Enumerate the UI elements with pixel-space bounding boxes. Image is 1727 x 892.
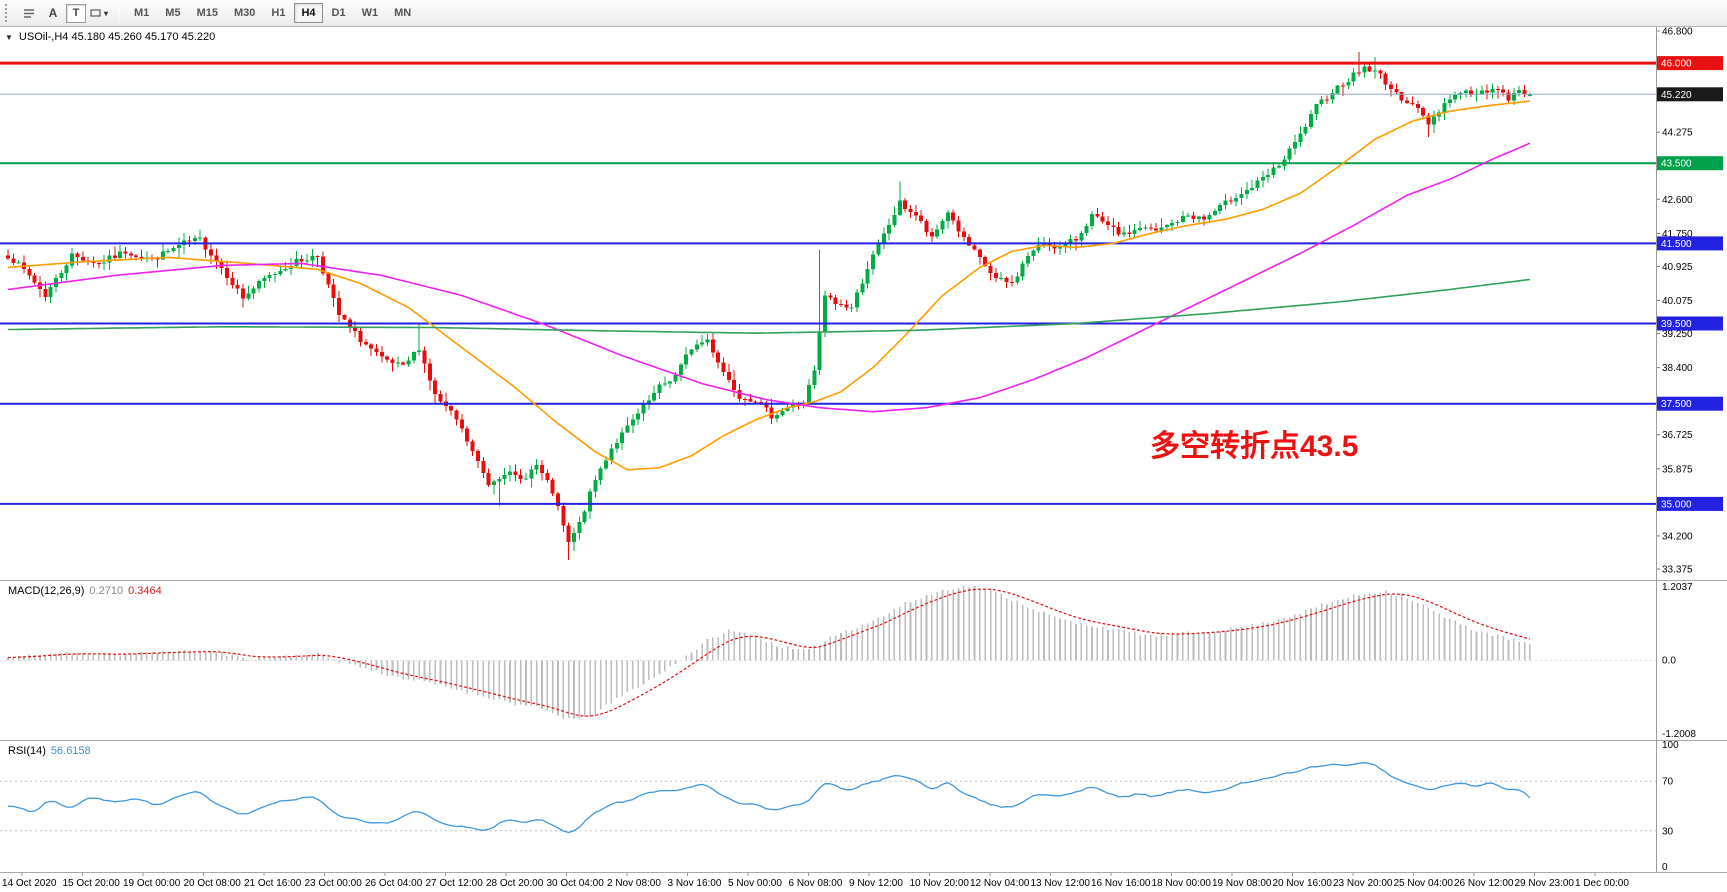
svg-text:42.600: 42.600: [1662, 195, 1693, 206]
svg-text:100: 100: [1662, 740, 1679, 751]
svg-text:28 Oct 20:00: 28 Oct 20:00: [486, 878, 544, 889]
svg-text:40.075: 40.075: [1662, 296, 1693, 307]
svg-text:-1.2008: -1.2008: [1662, 729, 1696, 740]
timeframe-m15-button[interactable]: M15: [190, 3, 225, 23]
svg-text:1.2037: 1.2037: [1662, 582, 1693, 593]
svg-text:45.220: 45.220: [1661, 90, 1692, 101]
chart-title: ▼ USOil-,H4 45.180 45.260 45.170 45.220: [5, 31, 215, 43]
time-axis[interactable]: 14 Oct 2020 15 Oct 20:00 19 Oct 00:00 20 Oc…: [2, 873, 1629, 889]
svg-text:41.500: 41.500: [1661, 239, 1692, 250]
svg-text:12 Nov 04:00: 12 Nov 04:00: [970, 878, 1030, 889]
macd-histogram: [0, 585, 1656, 720]
svg-text:26 Nov 12:00: 26 Nov 12:00: [1454, 878, 1514, 889]
panel-borders: [0, 27, 1727, 873]
top-toolbar: A T ▾ M1 M5 M15 M30 H1 H4 D1 W1 MN: [0, 0, 1727, 27]
chart-menu-arrow-icon[interactable]: ▼: [5, 32, 13, 42]
svg-text:39.500: 39.500: [1661, 319, 1692, 330]
ma-line-mid-ma: [7, 142, 1531, 413]
timeframe-m5-button[interactable]: M5: [158, 3, 187, 23]
svg-text:6 Nov 08:00: 6 Nov 08:00: [789, 878, 843, 889]
dropdown-caret-icon: ▾: [103, 8, 108, 18]
svg-text:19 Oct 00:00: 19 Oct 00:00: [123, 878, 181, 889]
svg-text:33.375: 33.375: [1662, 565, 1693, 576]
timeframe-h1-button[interactable]: H1: [264, 3, 292, 23]
svg-text:23 Nov 20:00: 23 Nov 20:00: [1333, 878, 1393, 889]
svg-text:0.0: 0.0: [1662, 656, 1676, 667]
svg-text:39.250: 39.250: [1662, 329, 1693, 340]
svg-text:14 Oct 2020: 14 Oct 2020: [2, 878, 57, 889]
ma-line-slow-ma: [8, 278, 1530, 335]
lines-icon: [24, 8, 34, 18]
svg-text:20 Oct 08:00: 20 Oct 08:00: [184, 878, 242, 889]
svg-text:41.750: 41.750: [1662, 229, 1693, 240]
svg-text:35.000: 35.000: [1661, 499, 1692, 510]
rsi-name: RSI(14): [8, 745, 46, 757]
timeframe-m30-button[interactable]: M30: [227, 3, 262, 23]
candlestick-series: [6, 51, 1532, 560]
svg-text:25 Nov 04:00: 25 Nov 04:00: [1394, 878, 1454, 889]
rsi-panel: [0, 780, 1656, 832]
chart-annotation-text[interactable]: 多空转折点43.5: [1150, 430, 1359, 463]
svg-text:36.725: 36.725: [1662, 430, 1693, 441]
svg-text:37.500: 37.500: [1661, 399, 1692, 410]
svg-text:30: 30: [1662, 826, 1674, 837]
rsi-line: [7, 762, 1531, 834]
line-studies-tool-button[interactable]: [18, 3, 40, 24]
svg-text:43.500: 43.500: [1661, 159, 1692, 170]
timeframe-w1-button[interactable]: W1: [355, 3, 386, 23]
svg-text:34.200: 34.200: [1662, 531, 1693, 542]
macd-name: MACD(12,26,9): [8, 585, 85, 597]
rsi-scale[interactable]: 100 70 30 0: [1662, 740, 1679, 873]
toolbar-separator: [118, 4, 119, 22]
svg-text:9 Nov 12:00: 9 Nov 12:00: [849, 878, 903, 889]
rsi-value: 56.6158: [50, 745, 91, 757]
macd-signal-line: [7, 588, 1531, 717]
svg-text:3 Nov 16:00: 3 Nov 16:00: [668, 878, 722, 889]
timeframe-h4-button[interactable]: H4: [294, 3, 323, 23]
timeframe-m1-button[interactable]: M1: [127, 3, 156, 23]
svg-text:44.275: 44.275: [1662, 128, 1693, 139]
svg-text:29 Nov 23:00: 29 Nov 23:00: [1515, 878, 1575, 889]
svg-text:46.800: 46.800: [1662, 27, 1693, 38]
svg-text:5 Nov 00:00: 5 Nov 00:00: [728, 878, 782, 889]
svg-text:2 Nov 08:00: 2 Nov 08:00: [607, 878, 661, 889]
macd-signal-value: 0.3464: [128, 585, 162, 597]
svg-text:15 Oct 20:00: 15 Oct 20:00: [63, 878, 121, 889]
timeframe-mn-button[interactable]: MN: [387, 3, 418, 23]
text-label-tool-button[interactable]: A: [42, 3, 64, 24]
svg-text:10 Nov 20:00: 10 Nov 20:00: [910, 878, 970, 889]
symbol-ohlc-label: USOil-,H4 45.180 45.260 45.170 45.220: [18, 31, 216, 43]
svg-text:16 Nov 16:00: 16 Nov 16:00: [1091, 878, 1151, 889]
svg-text:21 Oct 16:00: 21 Oct 16:00: [244, 878, 302, 889]
price-scale[interactable]: 46.800 44.275 42.600 41.750 40.925 40.075 39.2…: [1656, 27, 1723, 576]
rsi-indicator-label: RSI(14) 56.6158: [8, 745, 91, 757]
svg-text:40.925: 40.925: [1662, 262, 1693, 273]
svg-text:20 Nov 16:00: 20 Nov 16:00: [1273, 878, 1333, 889]
svg-text:38.400: 38.400: [1662, 363, 1693, 374]
svg-text:1 Dec 00:00: 1 Dec 00:00: [1575, 878, 1629, 889]
macd-main-value: 0.2710: [89, 585, 124, 597]
svg-text:46.000: 46.000: [1661, 59, 1692, 70]
text-tool-button[interactable]: T: [66, 3, 86, 23]
shapes-tool-button[interactable]: ▾: [88, 3, 110, 24]
macd-scale[interactable]: 1.2037 0.0 -1.2008: [1662, 582, 1696, 740]
timeframe-d1-button[interactable]: D1: [325, 3, 353, 23]
svg-text:18 Nov 00:00: 18 Nov 00:00: [1152, 878, 1212, 889]
svg-text:0: 0: [1662, 862, 1668, 873]
svg-text:23 Oct 00:00: 23 Oct 00:00: [305, 878, 363, 889]
horizontal-level-lines[interactable]: [0, 61, 1656, 505]
svg-text:13 Nov 12:00: 13 Nov 12:00: [1031, 878, 1091, 889]
shape-icon: [90, 9, 101, 17]
svg-text:70: 70: [1662, 777, 1674, 788]
toolbar-grip[interactable]: [5, 4, 11, 22]
svg-text:35.875: 35.875: [1662, 464, 1693, 475]
svg-text:27 Oct 12:00: 27 Oct 12:00: [426, 878, 484, 889]
macd-indicator-label: MACD(12,26,9) 0.2710 0.3464: [8, 585, 162, 597]
svg-text:26 Oct 04:00: 26 Oct 04:00: [365, 878, 423, 889]
svg-text:19 Nov 08:00: 19 Nov 08:00: [1212, 878, 1272, 889]
svg-text:30 Oct 04:00: 30 Oct 04:00: [547, 878, 605, 889]
